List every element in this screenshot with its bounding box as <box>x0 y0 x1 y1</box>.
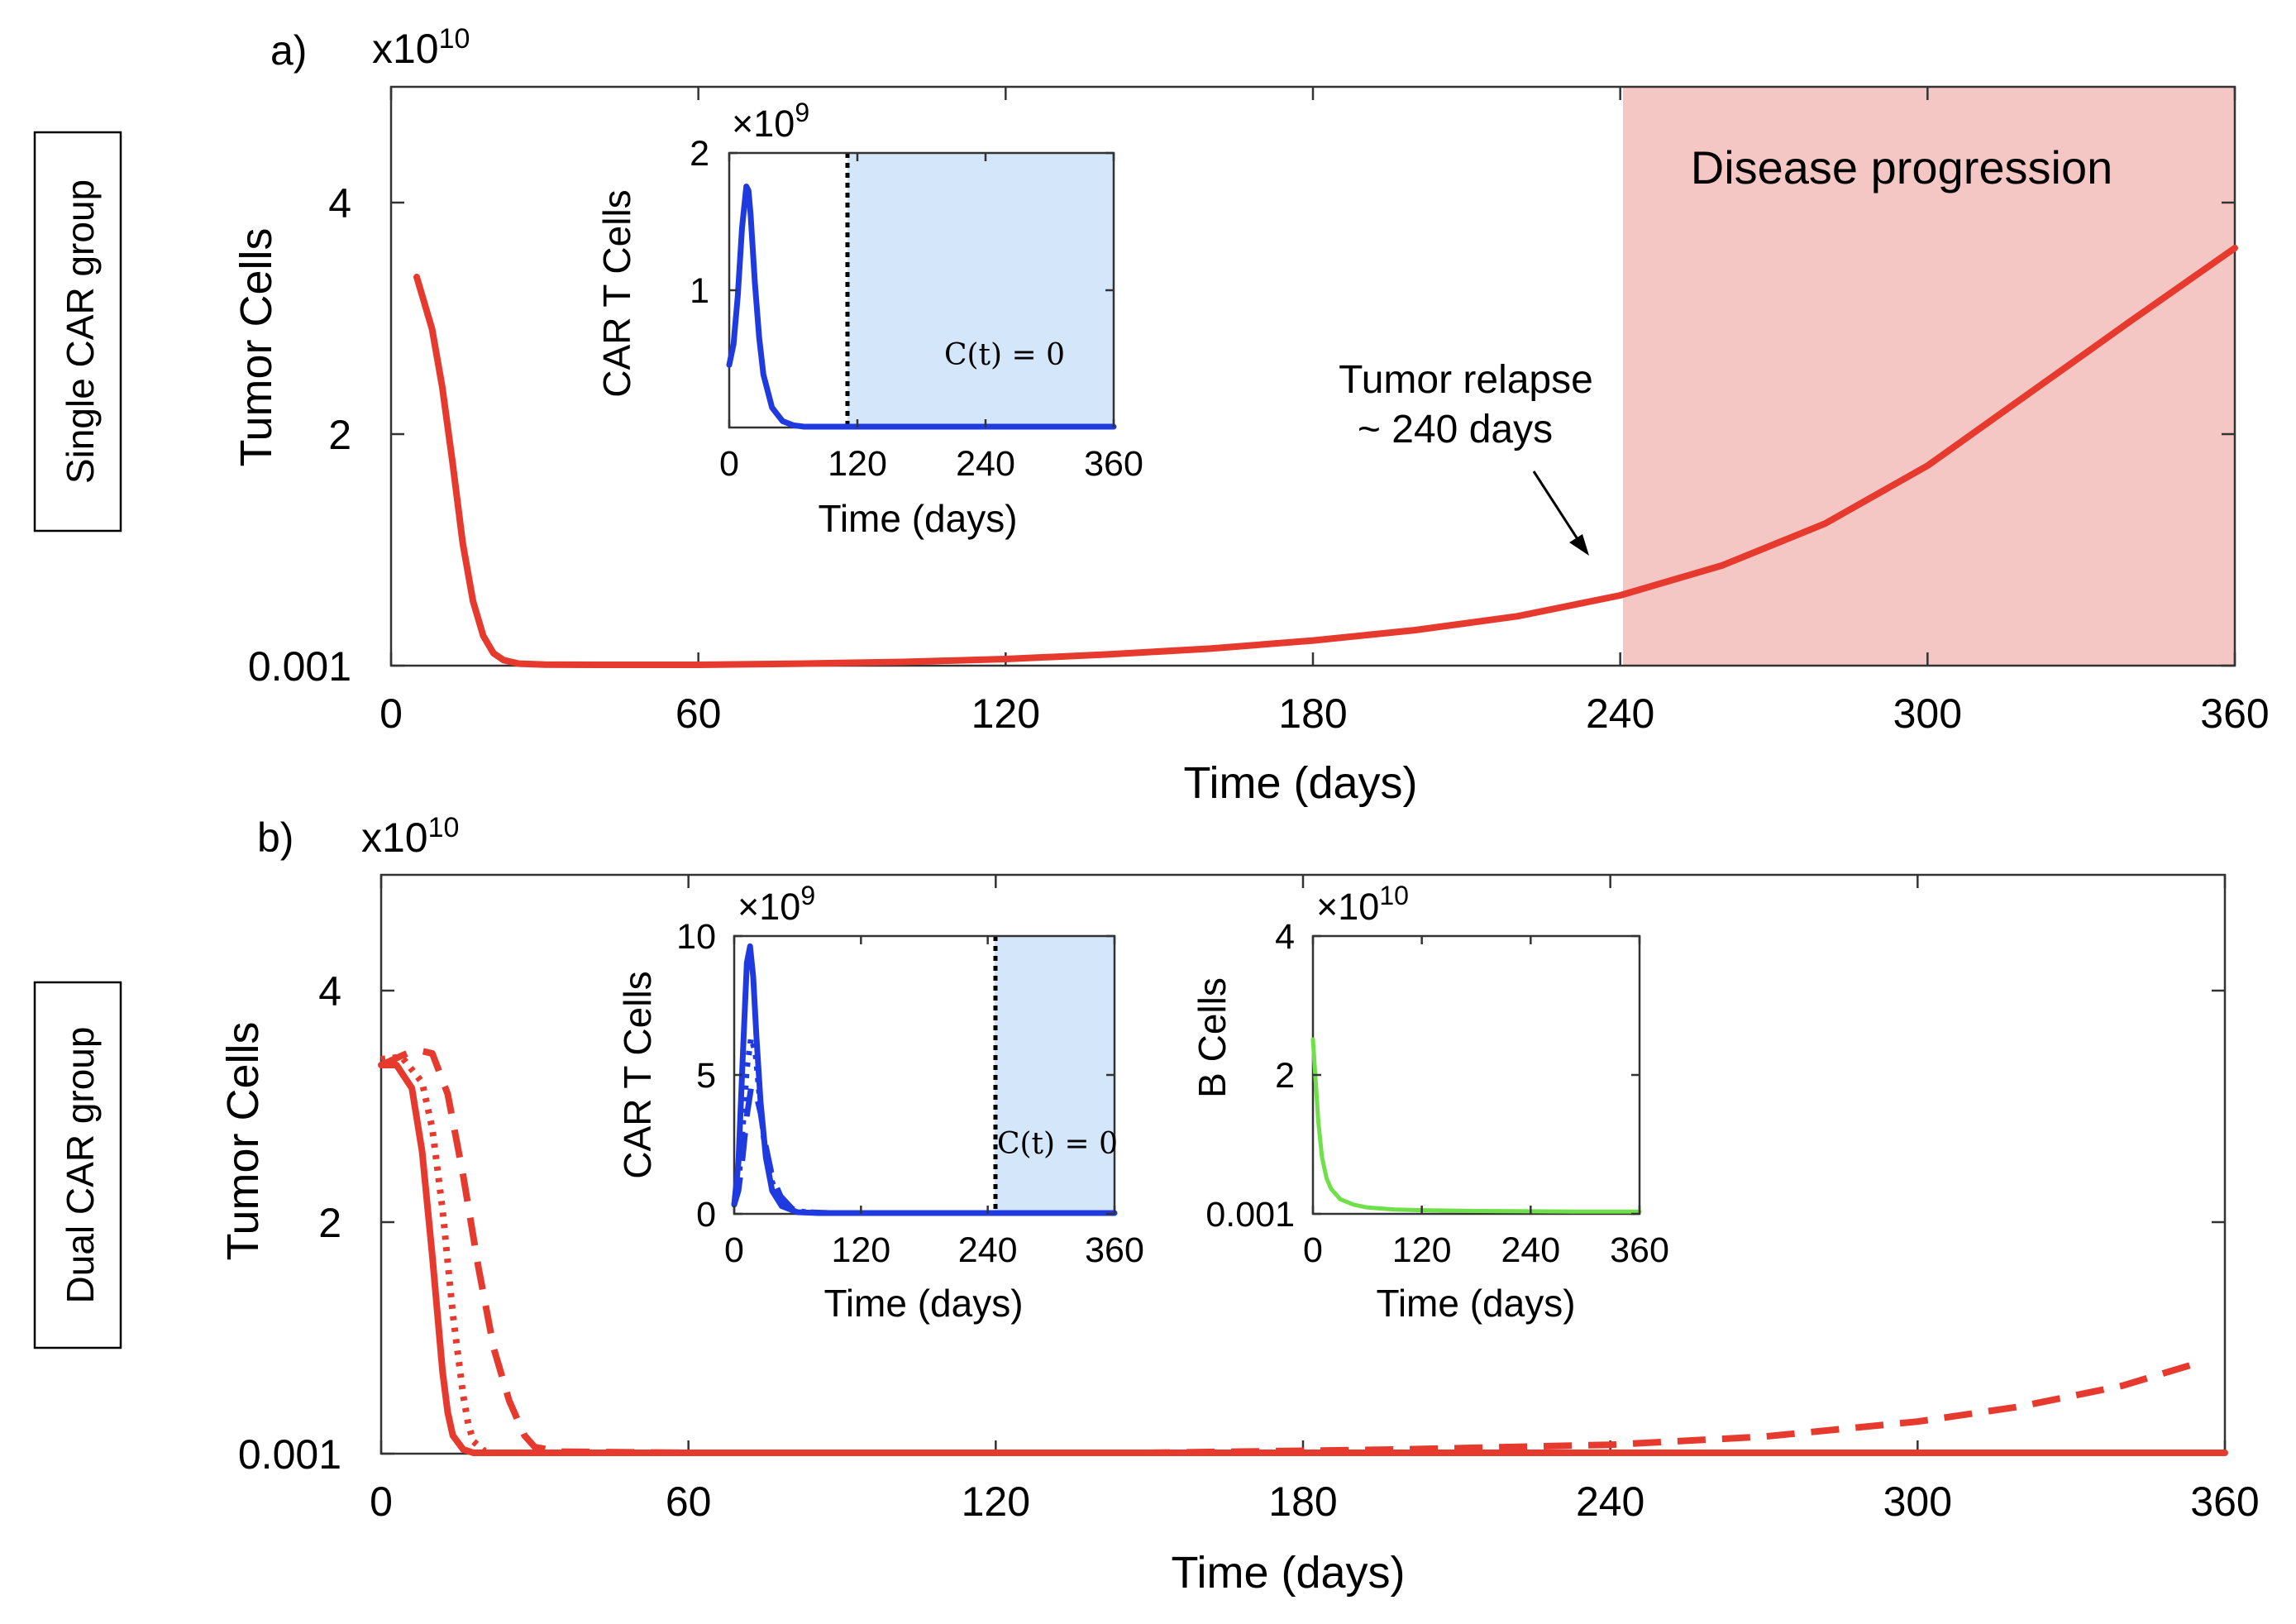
x-tick-label: 60 <box>666 1478 712 1525</box>
y-tick-label: 10 <box>676 917 716 957</box>
y-tick-label: 2 <box>318 1200 341 1246</box>
inset-b2-y-ticks: 0.001 2 4 <box>1205 917 1640 1235</box>
inset-b1-x-axis-label: Time (days) <box>823 1282 1023 1325</box>
inset-b2-x-axis-label: Time (days) <box>1376 1282 1575 1325</box>
x-tick-label: 0 <box>724 1230 744 1270</box>
inset-a1-series <box>726 184 1117 430</box>
x-tick-label: 360 <box>1610 1230 1669 1270</box>
x-tick-label: 240 <box>1501 1230 1560 1270</box>
inset-a1-math-label: C(t) = 0 <box>944 338 1065 372</box>
inset-a1: C(t) = 0 0 120 240 360 12 ×109 CAR T Cells … <box>595 98 1143 540</box>
x-tick-label: 120 <box>962 1478 1030 1525</box>
panel-b-series <box>378 1048 2228 1456</box>
y-tick-label: 4 <box>318 968 341 1015</box>
series-line-b-cells <box>1310 1037 1642 1214</box>
x-tick-label: 120 <box>971 690 1040 737</box>
inset-a1-y-ticks: 12 <box>690 134 1114 311</box>
x-tick-label: 0 <box>370 1478 393 1525</box>
inset-b1-y-axis-label: CAR T Cells <box>616 971 659 1178</box>
panel-b-label: b) <box>257 814 294 861</box>
y-tick-label: 1 <box>690 271 709 311</box>
panel-b-group-label: Dual CAR group <box>59 1027 102 1304</box>
inset-b1-y-exponent: ×109 <box>737 881 815 928</box>
y-tick-label: 2 <box>328 412 351 458</box>
panel-b-group-box <box>33 981 122 1349</box>
x-tick-label: 240 <box>1586 690 1654 737</box>
inset-b2-y-axis-label: B Cells <box>1191 977 1234 1098</box>
x-tick-label: 240 <box>958 1230 1018 1270</box>
y-tick-label: 0.001 <box>1205 1195 1295 1235</box>
x-tick-label: 180 <box>1278 690 1347 737</box>
x-tick-label: 300 <box>1883 1478 1952 1525</box>
series-line-dotted <box>731 1034 1115 1216</box>
panel-a-x-axis-label: Time (days) <box>1183 758 1417 808</box>
inset-b1-math-label: C(t) = 0 <box>997 1127 1118 1161</box>
x-tick-label: 360 <box>2190 1478 2259 1525</box>
x-tick-label: 300 <box>1893 690 1962 737</box>
inset-b1-x-ticks: 0 120 240 360 <box>724 936 1144 1270</box>
x-tick-label: 240 <box>956 444 1015 484</box>
x-tick-label: 120 <box>831 1230 890 1270</box>
y-tick-label: 0.001 <box>248 643 351 690</box>
panel-a-y-axis-label: Tumor Cells <box>232 227 281 466</box>
inset-a1-y-exponent: ×109 <box>732 98 809 145</box>
x-tick-label: 180 <box>1268 1478 1337 1525</box>
panel-b-x-ticks: 0 60 120 180 240 300 360 <box>370 875 2260 1525</box>
x-tick-label: 60 <box>675 690 722 737</box>
y-tick-label: 4 <box>328 180 351 227</box>
series-line-dashed <box>731 1085 1115 1216</box>
x-tick-label: 360 <box>1084 444 1143 484</box>
inset-a1-y-axis-label: CAR T Cells <box>595 189 638 397</box>
panel-b: b) x1010 Dual CAR group 0 60 120 180 240 300 3… <box>33 812 2260 1598</box>
panel-b-x-axis-label: Time (days) <box>1171 1548 1405 1598</box>
inset-a1-x-axis-label: Time (days) <box>818 497 1017 540</box>
panel-a-shaded-label: Disease progression <box>1691 141 2112 193</box>
series-line-car-t <box>726 184 1117 430</box>
inset-b2-y-exponent: ×1010 <box>1316 881 1409 928</box>
panel-b-y-ticks: 0.001 2 4 <box>238 968 2225 1478</box>
relapse-annotation-line2: ~ 240 days <box>1358 408 1553 451</box>
inset-b2: 0 120 240 360 0.001 2 4 ×1010 B Cells Time (d… <box>1191 881 1669 1325</box>
relapse-arrow-shaft <box>1532 470 1581 542</box>
panel-a-y-exponent: x1010 <box>372 23 470 72</box>
panel-b-y-axis-label: Tumor Cells <box>218 1021 268 1260</box>
inset-b2-series <box>1310 1037 1642 1214</box>
panel-a-shaded-region <box>1623 87 2235 666</box>
panel-a-group-box <box>33 131 122 533</box>
x-tick-label: 120 <box>828 444 887 484</box>
y-tick-label: 2 <box>690 134 709 174</box>
x-tick-label: 0 <box>719 444 739 484</box>
relapse-arrow-head <box>1569 534 1589 556</box>
inset-b1: C(t) = 0 0 120 240 360 0 5 10 ×109 CAR T Cell… <box>616 881 1144 1325</box>
x-tick-label: 240 <box>1576 1478 1644 1525</box>
inset-b1-shaded-region <box>995 936 1115 1214</box>
x-tick-label: 0 <box>1303 1230 1323 1270</box>
x-tick-label: 360 <box>1085 1230 1144 1270</box>
series-line-tumor <box>413 245 2238 668</box>
relapse-annotation-line1: Tumor relapse <box>1339 358 1593 402</box>
y-tick-label: 4 <box>1275 917 1295 957</box>
y-tick-label: 0.001 <box>238 1431 341 1478</box>
inset-a1-shaded-region <box>847 153 1114 427</box>
x-tick-label: 120 <box>1392 1230 1452 1270</box>
y-tick-label: 5 <box>696 1056 716 1096</box>
panel-b-y-exponent: x1010 <box>361 812 459 861</box>
inset-b2-x-ticks: 0 120 240 360 <box>1303 936 1669 1270</box>
y-tick-label: 2 <box>1275 1056 1295 1096</box>
inset-a1-x-ticks: 0 120 240 360 <box>719 153 1143 484</box>
inset-b2-background <box>1313 936 1640 1214</box>
x-tick-label: 0 <box>379 690 403 737</box>
panel-a-group-label: Single CAR group <box>59 179 102 484</box>
panel-a-label: a) <box>270 27 307 74</box>
inset-b1-series <box>731 943 1118 1216</box>
panel-a-x-ticks: 0 60 120 180 240 300 360 <box>379 87 2270 737</box>
panel-a-y-ticks: 0.001 2 4 <box>248 180 2235 690</box>
x-tick-label: 360 <box>2200 690 2269 737</box>
y-tick-label: 0 <box>696 1195 716 1235</box>
inset-b1-y-ticks: 0 5 10 <box>676 917 1115 1235</box>
panel-a-series <box>413 245 2238 668</box>
panel-a: a) x1010 Single CAR group Disease progre… <box>33 23 2270 808</box>
